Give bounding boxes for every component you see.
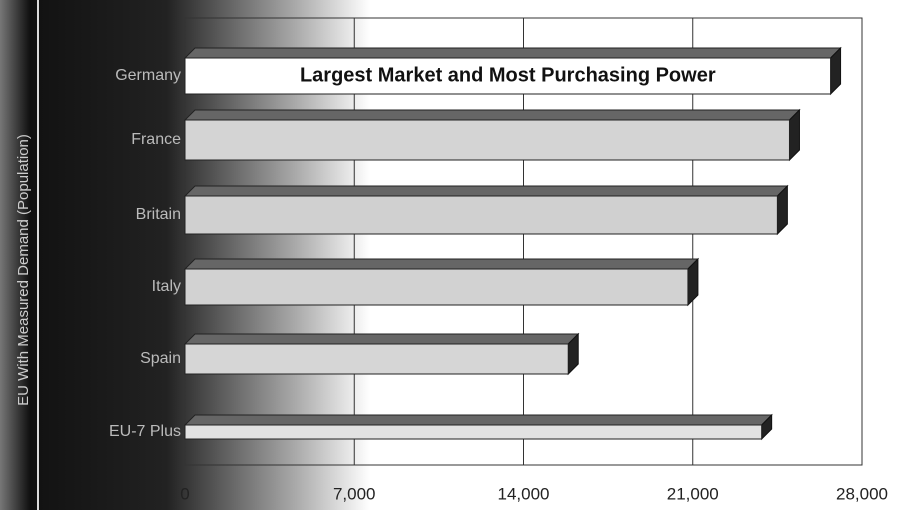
- bar: [184, 424, 763, 440]
- bar-top: [183, 109, 801, 121]
- bar-top: [183, 414, 773, 426]
- bar: [184, 195, 778, 235]
- bar-top: [183, 333, 580, 345]
- y-tick-label: Germany: [115, 67, 181, 84]
- x-tick-label: 28,000: [836, 484, 888, 503]
- bar-top: [183, 185, 789, 197]
- bar: [184, 57, 832, 95]
- y-tick-label: France: [131, 131, 181, 148]
- y-tick-label: Spain: [140, 350, 181, 367]
- x-tick-label: 0: [180, 484, 189, 503]
- x-tick-label: 14,000: [498, 484, 550, 503]
- bar-top: [183, 47, 842, 59]
- x-tick-label: 21,000: [667, 484, 719, 503]
- x-tick-label: 7,000: [333, 484, 376, 503]
- bar: [184, 268, 689, 306]
- bar: [184, 119, 790, 161]
- y-tick-label: EU-7 Plus: [109, 423, 181, 440]
- y-axis-label: EU With Measured Demand (Population): [15, 134, 32, 406]
- y-tick-label: Italy: [152, 278, 181, 295]
- bar: [184, 343, 569, 375]
- y-tick-label: Britain: [136, 206, 181, 223]
- annotation: Largest Market and Most Purchasing Power: [300, 64, 716, 86]
- bar-top: [183, 258, 700, 270]
